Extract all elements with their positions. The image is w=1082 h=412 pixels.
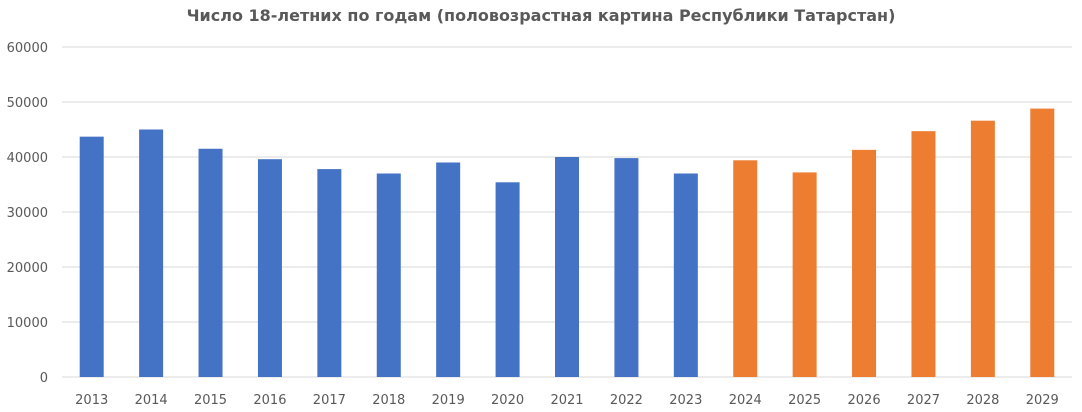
bar-2019	[436, 162, 461, 377]
x-tick-label: 2019	[432, 393, 465, 408]
x-tick-label: 2018	[372, 393, 405, 408]
x-tick-label: 2017	[313, 393, 346, 408]
x-tick-label: 2020	[491, 393, 524, 408]
bar-2013	[79, 136, 104, 377]
x-tick-label: 2026	[848, 393, 881, 408]
bar-2024	[733, 160, 758, 377]
x-tick-label: 2016	[253, 393, 286, 408]
x-tick-label: 2024	[729, 393, 762, 408]
y-tick-label: 0	[40, 371, 48, 386]
x-tick-label: 2015	[194, 393, 227, 408]
bar-2017	[317, 169, 342, 377]
y-tick-label: 40000	[7, 151, 48, 166]
bar-2028	[970, 120, 995, 377]
bar-2025	[792, 172, 817, 377]
bar-2014	[139, 129, 164, 377]
x-tick-label: 2013	[75, 393, 108, 408]
y-tick-label: 50000	[7, 96, 48, 111]
x-tick-label: 2022	[610, 393, 643, 408]
bar-2018	[376, 173, 401, 377]
x-tick-label: 2029	[1026, 393, 1059, 408]
y-tick-label: 20000	[7, 261, 48, 276]
bar-2015	[198, 148, 223, 377]
chart-title: Число 18-летних по годам (половозрастная…	[186, 6, 896, 25]
x-tick-label: 2023	[669, 393, 702, 408]
bar-2020	[495, 182, 520, 377]
y-tick-label: 30000	[7, 206, 48, 221]
x-tick-label: 2028	[966, 393, 999, 408]
bar-2021	[555, 157, 579, 377]
x-tick-label: 2025	[788, 393, 821, 408]
bar-2027	[911, 131, 936, 377]
x-tick-label: 2014	[135, 393, 168, 408]
x-tick-label: 2021	[550, 393, 583, 408]
bar-2016	[257, 159, 282, 377]
y-tick-label: 60000	[7, 41, 48, 56]
x-tick-label: 2027	[907, 393, 940, 408]
bar-2026	[852, 149, 877, 377]
y-axis-ticks: 0 10000 20000 30000 40000 50000 60000	[7, 41, 48, 386]
y-tick-label: 10000	[7, 316, 48, 331]
bars	[79, 108, 1055, 377]
x-axis-ticks: 2013 2014 2015 2016 2017 2018 2019 2020 2021 2022…	[75, 393, 1059, 408]
bar-2022	[614, 158, 639, 377]
bar-2023	[673, 173, 698, 377]
bar-2029	[1030, 108, 1055, 377]
